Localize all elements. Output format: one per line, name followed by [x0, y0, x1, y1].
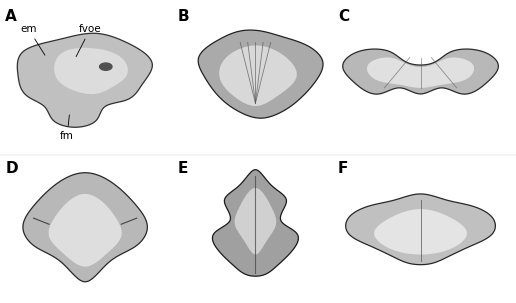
PathPatch shape [23, 173, 148, 282]
Text: em: em [20, 24, 45, 55]
Text: F: F [338, 161, 348, 176]
Text: C: C [338, 9, 349, 24]
Text: E: E [178, 161, 188, 176]
Text: B: B [178, 9, 190, 24]
PathPatch shape [18, 33, 152, 127]
PathPatch shape [49, 194, 122, 267]
PathPatch shape [198, 30, 323, 118]
PathPatch shape [343, 49, 498, 94]
PathPatch shape [213, 170, 298, 276]
Text: A: A [5, 9, 17, 24]
PathPatch shape [54, 48, 128, 94]
Text: fvoe: fvoe [76, 24, 102, 57]
PathPatch shape [346, 194, 495, 265]
PathPatch shape [235, 188, 276, 255]
PathPatch shape [219, 45, 297, 106]
Text: fm: fm [60, 115, 74, 142]
Circle shape [100, 63, 112, 70]
Text: D: D [5, 161, 18, 176]
PathPatch shape [367, 58, 474, 88]
PathPatch shape [374, 209, 467, 255]
